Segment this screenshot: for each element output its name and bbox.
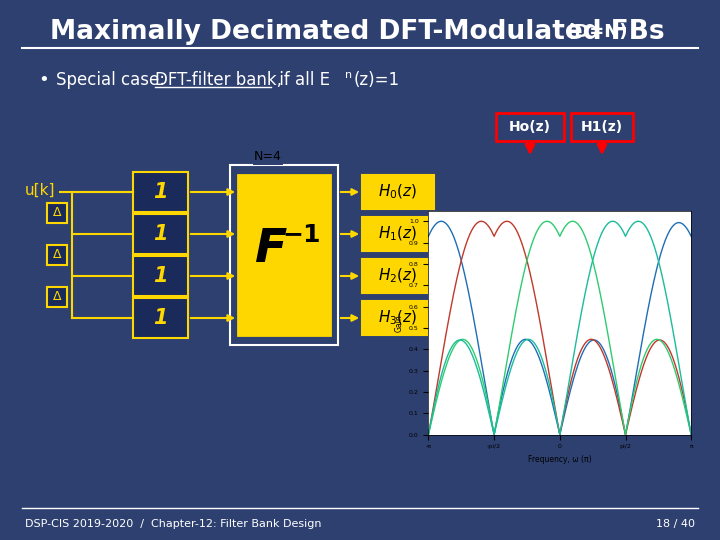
Text: if all E: if all E <box>274 71 330 89</box>
Text: $H_0(z)$: $H_0(z)$ <box>379 183 418 201</box>
FancyBboxPatch shape <box>47 203 67 223</box>
Text: Δ: Δ <box>53 206 61 219</box>
Text: DFT-filter bank,: DFT-filter bank, <box>155 71 282 89</box>
Text: $H_2(z)$: $H_2(z)$ <box>379 267 418 285</box>
Text: 1: 1 <box>153 182 167 202</box>
Y-axis label: Gain: Gain <box>395 314 403 332</box>
FancyBboxPatch shape <box>496 113 564 141</box>
FancyBboxPatch shape <box>362 301 434 335</box>
Text: 1: 1 <box>153 224 167 244</box>
FancyBboxPatch shape <box>362 175 434 209</box>
Text: 18 / 40: 18 / 40 <box>656 519 695 529</box>
Text: Ho(z): Ho(z) <box>509 120 551 134</box>
Text: n: n <box>345 70 352 80</box>
Text: DSP-CIS 2019-2020  /  Chapter-12: Filter Bank Design: DSP-CIS 2019-2020 / Chapter-12: Filter B… <box>25 519 322 529</box>
Text: −1: −1 <box>283 223 321 247</box>
Text: •: • <box>38 71 49 89</box>
Text: (z)=1: (z)=1 <box>354 71 400 89</box>
FancyBboxPatch shape <box>47 287 67 307</box>
FancyBboxPatch shape <box>362 217 434 251</box>
Text: H1(z): H1(z) <box>581 120 623 134</box>
Text: Δ: Δ <box>53 291 61 303</box>
Text: Special case:: Special case: <box>56 71 176 89</box>
Text: 1: 1 <box>153 266 167 286</box>
FancyBboxPatch shape <box>133 256 188 296</box>
FancyBboxPatch shape <box>47 245 67 265</box>
Text: 1: 1 <box>153 308 167 328</box>
Text: u[k]: u[k] <box>25 183 55 198</box>
FancyBboxPatch shape <box>571 113 633 141</box>
FancyBboxPatch shape <box>133 298 188 338</box>
FancyBboxPatch shape <box>133 214 188 254</box>
FancyBboxPatch shape <box>133 172 188 212</box>
Text: $H_1(z)$: $H_1(z)$ <box>379 225 418 243</box>
Text: F: F <box>255 227 287 273</box>
Text: $H_3(z)$: $H_3(z)$ <box>379 309 418 327</box>
Text: Δ: Δ <box>53 248 61 261</box>
FancyBboxPatch shape <box>362 259 434 293</box>
Text: Maximally Decimated DFT-Modulated FBs: Maximally Decimated DFT-Modulated FBs <box>50 19 665 45</box>
Text: N=4: N=4 <box>254 151 282 164</box>
X-axis label: Frequency, ω (π): Frequency, ω (π) <box>528 455 592 464</box>
Text: (D=N): (D=N) <box>566 23 628 41</box>
FancyBboxPatch shape <box>238 175 330 335</box>
